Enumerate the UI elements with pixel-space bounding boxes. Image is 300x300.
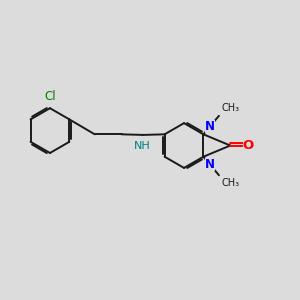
Text: NH: NH (134, 142, 150, 152)
Text: O: O (243, 139, 254, 152)
Text: CH₃: CH₃ (221, 178, 239, 188)
Text: CH₃: CH₃ (221, 103, 239, 113)
Text: N: N (205, 158, 214, 171)
Text: N: N (205, 120, 214, 133)
Text: Cl: Cl (44, 90, 56, 103)
